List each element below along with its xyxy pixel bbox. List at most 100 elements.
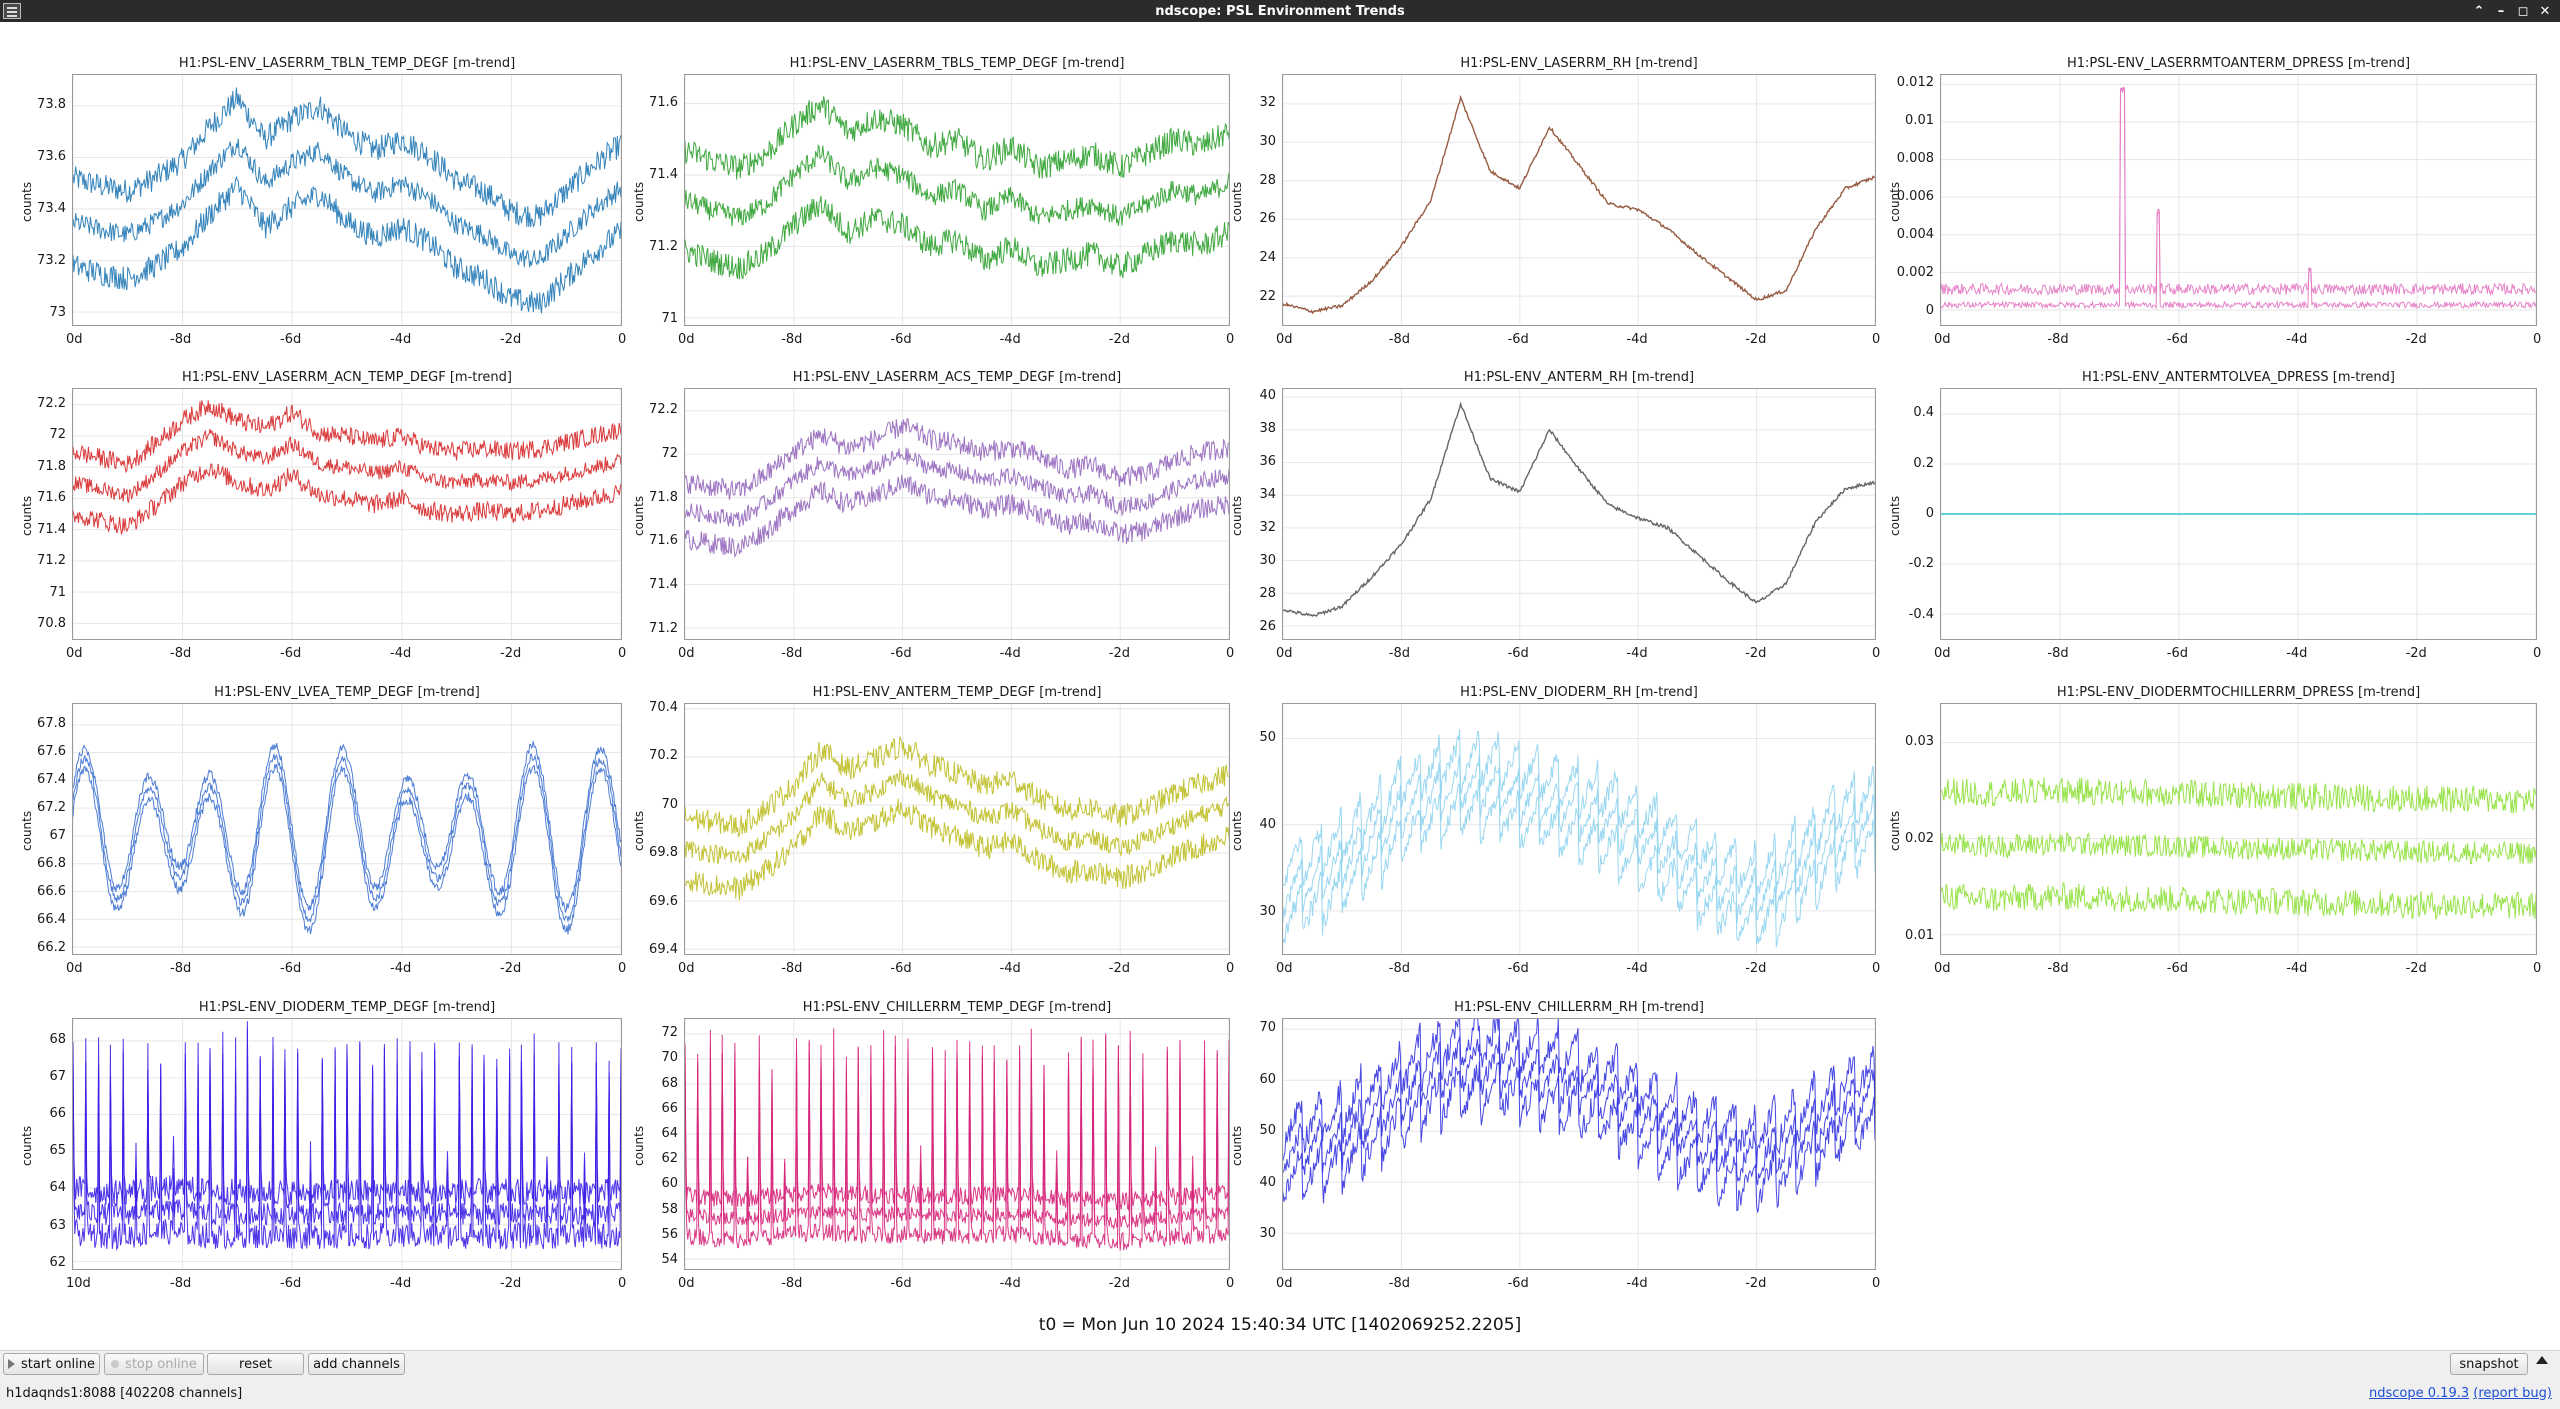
version-link[interactable]: ndscope 0.19.3 (2369, 1386, 2470, 1401)
plot-13-svg (73, 1019, 621, 1269)
plot-11-area[interactable] (1282, 703, 1876, 955)
plot-14-xtick: -2d (1108, 1276, 1131, 1291)
plot-11-xtick: 0 (1872, 961, 1881, 976)
plot-10-xtick: -2d (1108, 961, 1131, 976)
plot-5-xtick: -6d (280, 646, 302, 661)
plot-1-series-min (73, 175, 621, 314)
plot-13-xtick: -4d (390, 1276, 412, 1291)
plot-13-ytick: 68 (49, 1032, 66, 1048)
plot-7-ytick: 30 (1259, 552, 1276, 568)
plot-3-xtick: -8d (1388, 332, 1411, 347)
plot-2-xtick: 0 (1226, 332, 1235, 347)
plot-1-ytick: 73.4 (37, 201, 66, 217)
plot-3-xtick: -4d (1626, 332, 1648, 347)
keep-above-icon[interactable]: ⌃ (2473, 3, 2485, 19)
plot-5-ytick: 72 (49, 427, 66, 443)
plot-11-xtick: -6d (1507, 961, 1529, 976)
plot-8-svg (1941, 389, 2536, 639)
plot-5-xtick: -8d (170, 646, 192, 661)
plot-7-ytick: 40 (1259, 388, 1276, 404)
plot-9-ytick: 66.2 (37, 940, 66, 955)
plot-15-xtick: -4d (1626, 1276, 1648, 1291)
plot-13-area[interactable] (72, 1018, 622, 1270)
plot-9-xtick: -6d (280, 961, 302, 976)
plot-8-ytick: 0.2 (1913, 455, 1934, 471)
plot-1-xtick: -8d (170, 332, 192, 347)
plot-15-xtick: 0 (1872, 1276, 1881, 1291)
plot-4-xtick: -2d (2405, 332, 2427, 347)
add-channels-button[interactable]: add channels (308, 1353, 405, 1375)
plot-5-xtick: 0d (66, 646, 83, 661)
plot-2-area[interactable] (684, 74, 1230, 326)
server-status: h1daqnds1:8088 [402208 channels] (6, 1386, 243, 1401)
plot-1-area[interactable] (72, 74, 622, 326)
stop-icon (111, 1360, 120, 1368)
plot-2-xtick: -4d (999, 332, 1021, 347)
plot-6-ytick: 71.8 (649, 489, 678, 505)
plot-14-ytick: 60 (661, 1176, 678, 1192)
plot-7-series-mean (1283, 401, 1875, 617)
reset-button[interactable]: reset (207, 1353, 304, 1375)
start-online-button[interactable]: start online (3, 1353, 100, 1375)
plot-6-area[interactable] (684, 388, 1230, 640)
plot-4-ytick: 0.004 (1896, 227, 1934, 243)
plot-12-ytick: 0.01 (1905, 927, 1934, 943)
plot-2-xtick: 0d (678, 332, 695, 347)
plot-14-area[interactable] (684, 1018, 1230, 1270)
plot-4-ytick: 0 (1925, 302, 1934, 318)
plot-3-area[interactable] (1282, 74, 1876, 326)
plot-1-xtick: 0 (618, 332, 627, 347)
maximize-icon[interactable]: ◻ (2517, 3, 2529, 19)
plot-10-area[interactable] (684, 703, 1230, 955)
plot-12-area[interactable] (1940, 703, 2537, 955)
plot-7-title: H1:PSL-ENV_ANTERM_RH [m-trend] (1463, 370, 1695, 385)
plot-4-area[interactable] (1940, 74, 2537, 326)
plot-13-xtick: 0 (618, 1276, 627, 1291)
snapshot-button[interactable]: snapshot (2450, 1353, 2528, 1375)
plot-15-series-max (1283, 1019, 1875, 1168)
minimize-icon[interactable]: – (2497, 3, 2505, 19)
plot-14-xtick: -6d (890, 1276, 912, 1291)
plot-9-xtick: 0 (618, 961, 627, 976)
plot-11-ytick: 50 (1259, 729, 1276, 745)
plot-2-ylabel: counts (632, 181, 646, 222)
plot-15-area[interactable] (1282, 1018, 1876, 1270)
plot-4-xtick: -8d (2047, 332, 2069, 347)
plot-10-xtick: -6d (890, 961, 912, 976)
plot-2-xtick: -6d (890, 332, 912, 347)
plot-6-series-min (685, 474, 1229, 559)
plot-1-ytick: 73.2 (37, 253, 66, 269)
plot-9-area[interactable] (72, 703, 622, 955)
report-bug-link[interactable]: (report bug) (2473, 1386, 2552, 1401)
plot-11-xtick: -8d (1388, 961, 1411, 976)
plot-5-series-max (73, 400, 621, 474)
plot-6-xtick: -6d (890, 646, 912, 661)
plot-5-area[interactable] (72, 388, 622, 640)
plot-5-series-min (73, 463, 621, 536)
plot-7-ytick: 38 (1259, 421, 1276, 437)
plot-12-xtick: -6d (2166, 961, 2189, 976)
plot-8-area[interactable] (1940, 388, 2537, 640)
plot-3-svg (1283, 75, 1875, 325)
plot-9-svg (73, 704, 621, 954)
plot-10-series-max (685, 736, 1229, 838)
plot-1-xtick: -4d (390, 332, 412, 347)
plot-2-ytick: 71.4 (649, 166, 678, 182)
plot-7-area[interactable] (1282, 388, 1876, 640)
plot-7-xtick: 0d (1276, 646, 1293, 661)
collapse-arrow-icon[interactable] (2536, 1356, 2548, 1364)
stop-online-button[interactable]: stop online (104, 1353, 204, 1375)
plot-8-ytick: -0.2 (1908, 556, 1934, 572)
plot-8-xtick: 0 (2533, 646, 2542, 661)
plot-1-xtick: -2d (500, 332, 522, 347)
plot-9-series-min (73, 763, 621, 935)
close-icon[interactable]: ✕ (2539, 3, 2551, 19)
plot-13-xtick: -2d (500, 1276, 522, 1291)
plot-7-ytick: 34 (1259, 487, 1276, 503)
plot-13-xtick: -8d (170, 1276, 192, 1291)
plot-7-ytick: 28 (1259, 585, 1276, 601)
window-controls: ⌃ – ◻ ✕ (2468, 0, 2556, 22)
app-icon[interactable] (3, 3, 21, 19)
plot-7-ytick: 32 (1259, 520, 1276, 535)
plot-3-title: H1:PSL-ENV_LASERRM_RH [m-trend] (1460, 56, 1698, 71)
